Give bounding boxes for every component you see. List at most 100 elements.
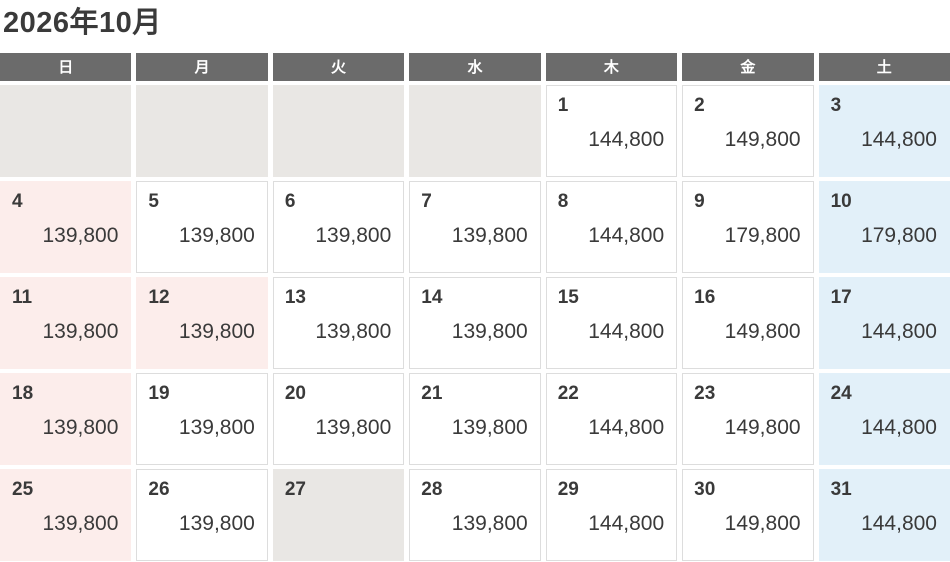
day-number: 18: [12, 382, 34, 404]
calendar-month-title: 2026年10月: [3, 7, 162, 39]
calendar-day-3[interactable]: 3 144,800: [818, 84, 950, 177]
day-price: 144,800: [861, 511, 937, 535]
calendar-day-26[interactable]: 26 139,800: [136, 468, 268, 561]
day-price: 144,800: [861, 319, 937, 343]
day-price: 139,800: [315, 415, 392, 439]
day-number: 13: [284, 286, 306, 308]
day-price: 144,800: [861, 415, 937, 439]
calendar-day-20[interactable]: 20 139,800: [272, 372, 405, 465]
calendar-day-25[interactable]: 25 139,800: [0, 468, 132, 561]
day-number: 10: [830, 190, 852, 212]
calendar-day-6[interactable]: 6 139,800: [272, 180, 405, 273]
day-number: 15: [557, 286, 579, 308]
day-number: 27: [284, 478, 306, 500]
calendar-day-31[interactable]: 31 144,800: [818, 468, 950, 561]
day-number: 29: [557, 478, 579, 500]
day-price: 139,800: [42, 511, 119, 535]
day-number: 24: [830, 382, 852, 404]
empty-cell: [272, 84, 405, 177]
calendar-day-24[interactable]: 24 144,800: [818, 372, 950, 465]
day-number: 25: [12, 478, 34, 500]
day-number: 4: [12, 190, 23, 212]
day-number: 30: [694, 478, 716, 500]
day-price: 179,800: [724, 223, 801, 247]
day-number: 1: [557, 94, 569, 116]
weekday-header-thu: 木: [545, 52, 678, 81]
day-number: 3: [830, 94, 842, 116]
day-price: 144,800: [588, 223, 665, 247]
day-price: 144,800: [588, 319, 665, 343]
day-number: 17: [830, 286, 852, 308]
calendar-day-30[interactable]: 30 149,800: [682, 468, 814, 561]
day-price: 139,800: [451, 415, 528, 439]
day-price: 139,800: [178, 415, 255, 439]
day-price: 144,800: [861, 127, 937, 151]
day-number: 21: [421, 382, 443, 404]
empty-cell: [136, 84, 268, 177]
day-number: 20: [284, 382, 306, 404]
calendar-day-1[interactable]: 1 144,800: [545, 84, 678, 177]
day-number: 22: [557, 382, 579, 404]
day-number: 23: [694, 382, 716, 404]
day-number: 5: [148, 190, 159, 212]
calendar-day-21[interactable]: 21 139,800: [409, 372, 541, 465]
day-price: 144,800: [588, 415, 665, 439]
calendar-day-28[interactable]: 28 139,800: [409, 468, 541, 561]
calendar-day-22[interactable]: 22 144,800: [545, 372, 678, 465]
day-price: 149,800: [724, 415, 801, 439]
day-number: 28: [421, 478, 443, 500]
calendar-day-15[interactable]: 15 144,800: [545, 276, 678, 369]
day-price: 139,800: [178, 223, 255, 247]
day-number: 19: [148, 382, 170, 404]
day-price: 139,800: [42, 223, 119, 247]
weekday-header-tue: 火: [272, 52, 405, 81]
weekday-header-sat: 土: [818, 52, 950, 81]
day-price: 179,800: [861, 223, 937, 247]
empty-cell: [409, 84, 541, 177]
empty-cell: [0, 84, 132, 177]
weekday-header-mon: 月: [136, 52, 268, 81]
day-price: 139,800: [451, 511, 528, 535]
calendar-day-8[interactable]: 8 144,800: [545, 180, 678, 273]
calendar-day-4[interactable]: 4 139,800: [0, 180, 132, 273]
day-price: 149,800: [724, 319, 801, 343]
calendar-day-16[interactable]: 16 149,800: [682, 276, 814, 369]
calendar-day-27-unavailable: 27: [272, 468, 405, 561]
calendar-day-9[interactable]: 9 179,800: [682, 180, 814, 273]
day-number: 6: [284, 190, 296, 212]
weekday-header-fri: 金: [682, 52, 814, 81]
day-number: 7: [421, 190, 432, 212]
calendar-day-14[interactable]: 14 139,800: [409, 276, 541, 369]
calendar-day-5[interactable]: 5 139,800: [136, 180, 268, 273]
calendar-day-18[interactable]: 18 139,800: [0, 372, 132, 465]
day-number: 31: [830, 478, 852, 500]
weekday-header-sun: 日: [0, 52, 132, 81]
calendar-day-11[interactable]: 11 139,800: [0, 276, 132, 369]
day-price: 139,800: [178, 511, 255, 535]
day-number: 16: [694, 286, 716, 308]
day-price: 139,800: [42, 319, 119, 343]
calendar-day-17[interactable]: 17 144,800: [818, 276, 950, 369]
calendar-day-19[interactable]: 19 139,800: [136, 372, 268, 465]
day-price: 139,800: [178, 319, 255, 343]
calendar-day-7[interactable]: 7 139,800: [409, 180, 541, 273]
calendar-day-2[interactable]: 2 149,800: [682, 84, 814, 177]
day-price: 144,800: [588, 511, 665, 535]
calendar-day-23[interactable]: 23 149,800: [682, 372, 814, 465]
calendar-day-13[interactable]: 13 139,800: [272, 276, 405, 369]
day-price: 139,800: [451, 223, 528, 247]
day-price: 139,800: [315, 223, 392, 247]
day-price: 144,800: [588, 127, 665, 151]
day-price: 149,800: [724, 511, 801, 535]
day-number: 11: [12, 286, 33, 308]
calendar-day-12[interactable]: 12 139,800: [136, 276, 268, 369]
day-number: 2: [694, 94, 705, 116]
calendar-day-29[interactable]: 29 144,800: [545, 468, 678, 561]
day-price: 139,800: [42, 415, 119, 439]
day-price: 149,800: [724, 127, 801, 151]
day-number: 12: [148, 286, 170, 308]
weekday-header-wed: 水: [409, 52, 541, 81]
day-number: 8: [557, 190, 569, 212]
day-number: 9: [694, 190, 705, 212]
calendar-day-10[interactable]: 10 179,800: [818, 180, 950, 273]
